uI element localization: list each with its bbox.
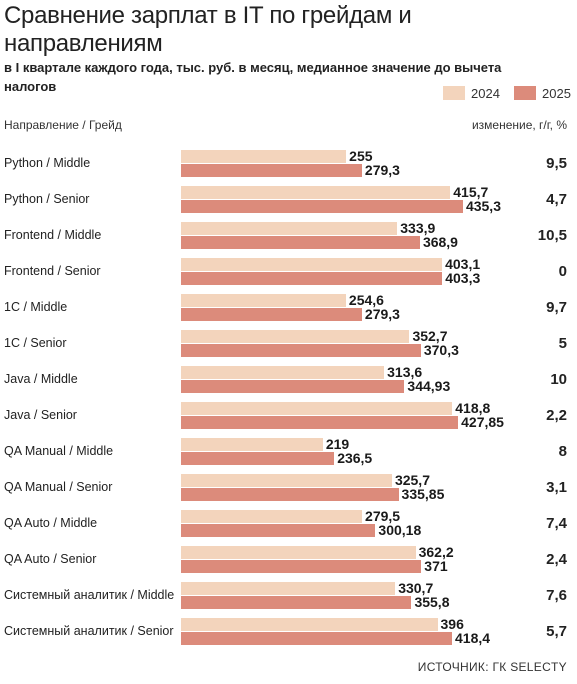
data-label-2024: 415,7	[453, 184, 489, 200]
bar-2025	[181, 344, 421, 357]
bar-2024	[181, 402, 453, 415]
bar-2025	[181, 236, 420, 249]
change-value: 2,2	[546, 407, 567, 424]
data-label-2025: 236,5	[337, 450, 373, 466]
chart-subtitle: в I квартале каждого года, тыс. руб. в м…	[4, 60, 502, 94]
row-label: Системный аналитик / Senior	[4, 624, 174, 638]
data-label-2025: 371	[424, 558, 448, 574]
change-value: 5	[558, 335, 567, 352]
bar-2024	[181, 186, 451, 199]
row-label: Frontend / Senior	[4, 264, 101, 278]
change-value: 10	[550, 371, 567, 388]
row-label: QA Auto / Senior	[4, 552, 97, 566]
bar-2025	[181, 488, 399, 501]
legend-item-2025: 2025	[514, 86, 571, 101]
data-label-2025: 370,3	[423, 342, 459, 358]
bar-2025	[181, 272, 443, 285]
change-value: 0	[558, 263, 567, 280]
header-direction-grade: Направление / Грейд	[4, 118, 122, 132]
bar-2024	[181, 258, 443, 271]
change-value: 7,6	[546, 587, 567, 604]
change-value: 9,7	[546, 299, 567, 316]
data-label-2025: 418,4	[455, 630, 491, 646]
data-label-2024: 396	[440, 616, 464, 632]
data-label-2024: 333,9	[400, 220, 436, 236]
data-label-2025: 344,93	[407, 378, 451, 394]
bar-2024	[181, 330, 410, 343]
legend-label-2024: 2024	[471, 86, 500, 101]
data-label-2024: 255	[349, 148, 373, 164]
bar-2025	[181, 524, 376, 537]
data-label-2025: 279,3	[364, 162, 400, 178]
row-label: Python / Senior	[4, 192, 90, 206]
change-value: 9,5	[546, 155, 567, 172]
change-value: 2,4	[546, 551, 567, 568]
data-label-2025: 427,85	[461, 414, 504, 430]
bar-2024	[181, 546, 416, 559]
bar-2024	[181, 150, 347, 163]
data-label-2025: 355,8	[414, 594, 450, 610]
change-value: 8	[558, 443, 567, 460]
bar-2025	[181, 164, 362, 177]
change-value: 4,7	[546, 191, 567, 208]
bar-2024	[181, 510, 363, 523]
legend-swatch-2025	[514, 86, 536, 100]
row-label: Системный аналитик / Middle	[4, 588, 175, 602]
bar-2024	[181, 294, 346, 307]
chart-title: Сравнение зарплат в IT по грейдам и напр…	[4, 2, 412, 57]
bar-2025	[181, 416, 459, 429]
row-label: Java / Senior	[4, 408, 77, 422]
bar-2025	[181, 560, 422, 573]
legend-item-2024: 2024	[443, 86, 500, 101]
source-note: ИСТОЧНИК: ГК SELECTY	[417, 660, 567, 674]
row-label: Python / Middle	[4, 156, 91, 170]
change-value: 7,4	[546, 515, 567, 532]
legend-label-2025: 2025	[542, 86, 571, 101]
data-label-2025: 279,3	[364, 306, 400, 322]
legend-swatch-2024	[443, 86, 465, 100]
row-label: Java / Middle	[4, 372, 78, 386]
bar-2025	[181, 308, 362, 321]
data-label-2024: 313,6	[387, 364, 423, 380]
row-label: 1C / Senior	[4, 336, 67, 350]
bar-2025	[181, 452, 335, 465]
row-label: QA Auto / Middle	[4, 516, 98, 530]
bar-2024	[181, 366, 385, 379]
change-value: 10,5	[537, 227, 567, 244]
bar-2024	[181, 474, 392, 487]
row-label: QA Manual / Middle	[4, 444, 114, 458]
row-label: Frontend / Middle	[4, 228, 102, 242]
change-value: 5,7	[546, 623, 567, 640]
data-label-2024: 325,7	[394, 472, 430, 488]
bar-2024	[181, 582, 396, 595]
data-label-2025: 300,18	[378, 522, 422, 538]
row-label: 1C / Middle	[4, 300, 68, 314]
data-label-2024: 254,6	[348, 292, 384, 308]
change-value: 3,1	[546, 479, 567, 496]
data-label-2025: 368,9	[422, 234, 458, 250]
bar-2025	[181, 596, 412, 609]
data-label-2024: 403,1	[445, 256, 481, 272]
data-label-2024: 279,5	[365, 508, 401, 524]
data-label-2024: 330,7	[398, 580, 434, 596]
bar-2024	[181, 222, 398, 235]
data-label-2024: 219	[325, 436, 350, 452]
header-change: изменение, г/г, %	[471, 118, 567, 132]
bar-2025	[181, 380, 405, 393]
row-label: QA Manual / Senior	[4, 480, 113, 494]
data-label-2024: 418,8	[455, 400, 491, 416]
data-label-2025: 403,3	[445, 270, 481, 286]
bar-2024	[181, 438, 323, 451]
data-label-2025: 335,85	[401, 486, 445, 502]
bar-2024	[181, 618, 438, 631]
bar-2025	[181, 200, 463, 213]
data-label-2024: 352,7	[412, 328, 448, 344]
bar-2025	[181, 632, 452, 645]
data-label-2024: 362,2	[418, 544, 454, 560]
data-label-2025: 435,3	[465, 198, 501, 214]
